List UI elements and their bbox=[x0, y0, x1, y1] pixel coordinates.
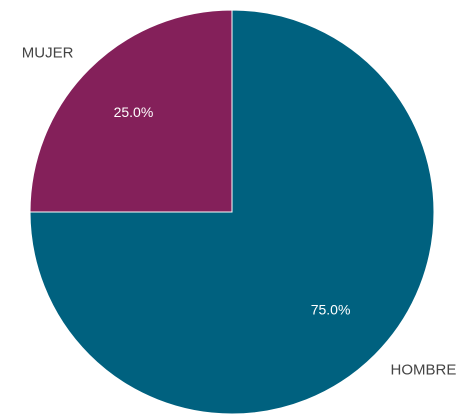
pie-slice-mujer bbox=[29, 9, 233, 213]
pie-percent-label-hombre: 75.0% bbox=[311, 301, 351, 317]
pie-category-label-mujer: MUJER bbox=[22, 44, 74, 61]
pie-percent-label-mujer: 25.0% bbox=[114, 104, 154, 120]
pie-slices bbox=[29, 9, 435, 415]
pie-category-label-hombre: HOMBRE bbox=[391, 362, 457, 379]
pie-labels: 75.0% HOMBRE 25.0% MUJER bbox=[22, 44, 457, 378]
